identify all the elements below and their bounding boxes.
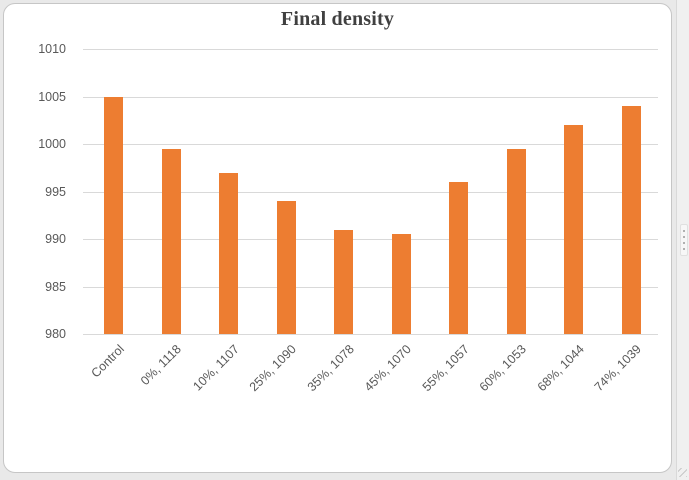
- bar[interactable]: [104, 96, 124, 334]
- y-axis-label: 985: [45, 279, 66, 294]
- bar[interactable]: [449, 182, 469, 334]
- right-splitter[interactable]: [676, 0, 689, 480]
- resize-grip-icon[interactable]: [678, 468, 687, 477]
- bar[interactable]: [161, 148, 181, 334]
- y-axis-label: 995: [45, 184, 66, 199]
- gridline: [83, 191, 658, 193]
- y-axis-label: 990: [45, 232, 66, 246]
- grip-dot: [683, 236, 685, 238]
- vertical-grip-dots-icon[interactable]: [680, 224, 688, 256]
- gridline: [83, 96, 658, 98]
- gridline: [83, 286, 658, 288]
- y-axis-label: 1010: [38, 42, 66, 56]
- y-axis-label: 980: [45, 327, 66, 341]
- bar[interactable]: [621, 106, 641, 334]
- gridline: [83, 239, 658, 240]
- grip-dot: [683, 230, 685, 232]
- bar[interactable]: [391, 234, 411, 334]
- bar[interactable]: [334, 229, 354, 334]
- y-axis-label: 1000: [38, 137, 66, 151]
- bar[interactable]: [506, 148, 526, 334]
- chart-title: Final density: [280, 8, 395, 30]
- bar[interactable]: [219, 172, 239, 334]
- grip-dot: [683, 248, 685, 250]
- gridline: [83, 334, 658, 335]
- gridline: [83, 144, 658, 145]
- grip-dot: [683, 242, 685, 244]
- y-axis-label: 1005: [38, 89, 66, 104]
- bar[interactable]: [564, 125, 584, 334]
- gridline: [83, 49, 658, 50]
- bar[interactable]: [276, 201, 296, 334]
